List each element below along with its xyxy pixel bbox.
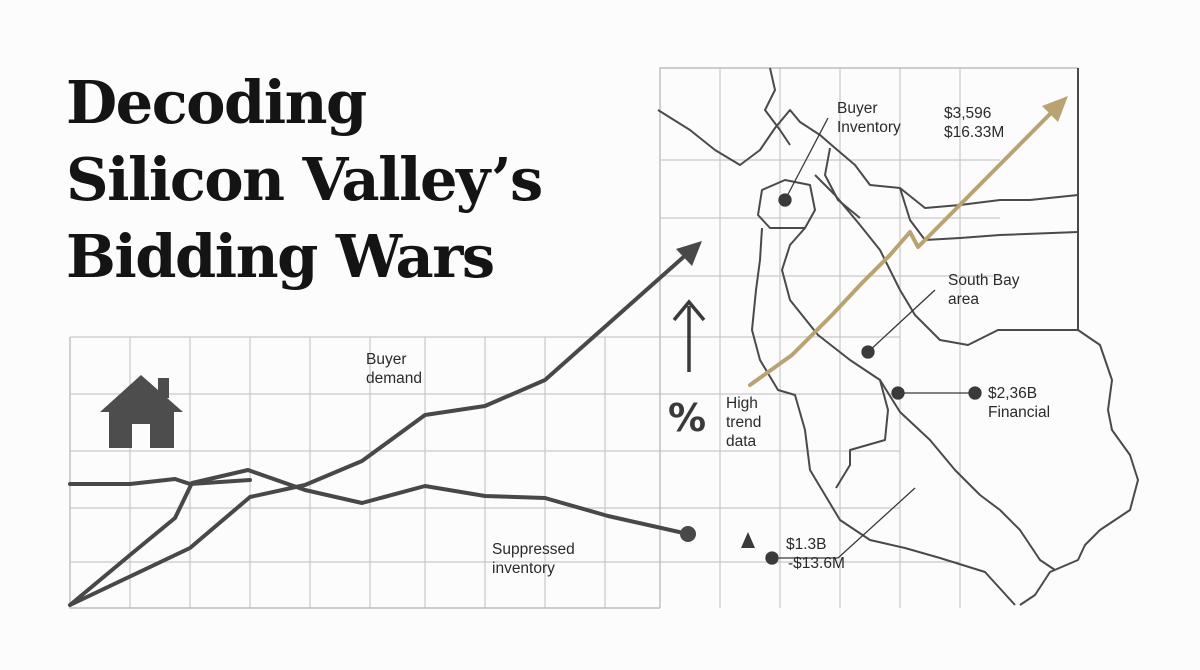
- title-line-3: Bidding Wars: [66, 222, 495, 291]
- upward-trend-line: [68, 251, 690, 607]
- house-icon: [100, 375, 183, 448]
- buyer-inventory-label: Buyer Inventory: [837, 100, 901, 136]
- south-bay-label: South Bay area: [948, 272, 1020, 308]
- upward-trend-arrowhead: [676, 241, 702, 266]
- map-grid: [660, 68, 1000, 608]
- gold-trend-line: [748, 110, 1054, 387]
- suppressed-inventory-endpoint: [680, 526, 696, 542]
- map-grid-frame: [659, 67, 1078, 608]
- title-line-1: Decoding: [66, 68, 367, 137]
- map-outline: [657, 67, 1139, 606]
- high-trend-data-label: High trend data: [726, 395, 762, 450]
- map-annotations: [765, 117, 982, 565]
- up-arrow-icon: [672, 299, 706, 372]
- buyer-demand-line: [68, 468, 690, 607]
- suppressed-inventory-line: [68, 477, 252, 486]
- title-line-2: Silicon Valley’s: [66, 145, 543, 214]
- suppressed-inventory-label: Suppressed inventory: [492, 541, 575, 577]
- financial-label: $2,36B Financial: [988, 385, 1051, 421]
- gold-trend-arrowhead: [1042, 96, 1068, 122]
- buyer-demand-label: Buyer demand: [366, 351, 423, 387]
- percent-symbol: %: [668, 396, 707, 440]
- lower-grid-frame: [69, 337, 660, 609]
- triangle-marker-icon: [741, 532, 755, 548]
- top-value-label: $3,596 $16.33M: [944, 105, 1005, 141]
- page-title: Decoding Silicon Valley’s Bidding Wars: [66, 64, 543, 295]
- bottom-value-label: $1.3B -$13.6M: [786, 536, 845, 572]
